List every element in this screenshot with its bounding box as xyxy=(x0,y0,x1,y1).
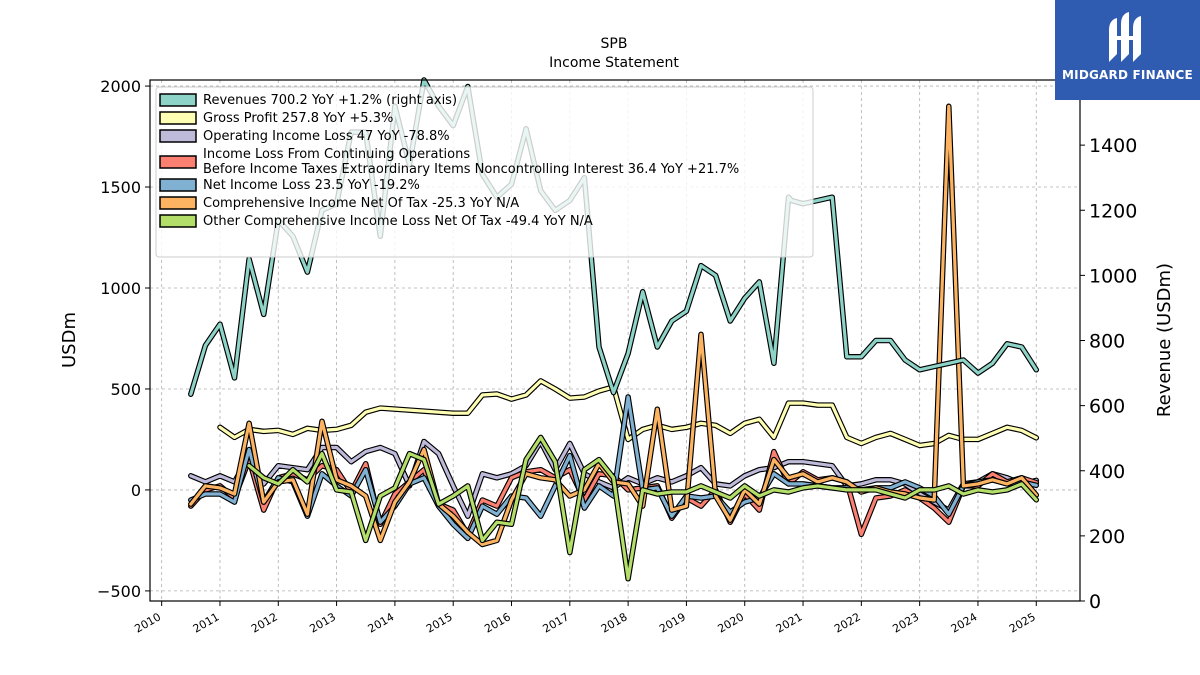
y-tick-label-left: 0 xyxy=(131,481,141,500)
y-tick-label-left: 2000 xyxy=(100,77,141,96)
brand-logo: MIDGARD FINANCE xyxy=(1055,0,1200,100)
y-tick-label-left: 1000 xyxy=(100,279,141,298)
y-tick-label-right: 1400 xyxy=(1089,135,1137,157)
legend-label-revenues: Revenues 700.2 YoY +1.2% (right axis) xyxy=(203,93,457,108)
series-line-other_comprehensive xyxy=(247,435,1038,581)
y-tick-label-left: −500 xyxy=(97,582,141,601)
legend-label-net_income: Net Income Loss 23.5 YoY -19.2% xyxy=(203,178,420,193)
y-axis-left: −500 0 500 1000 1500 2000 xyxy=(97,77,150,601)
y-axis-label-right: Revenue (USDm) xyxy=(1154,263,1175,417)
legend-swatch-operating_income xyxy=(159,129,197,143)
chart-subtitle: Income Statement xyxy=(549,55,679,71)
legend-swatch-gross_profit xyxy=(159,111,197,125)
y-tick-label-right: 600 xyxy=(1089,396,1125,418)
y-tick-label-right: 800 xyxy=(1089,331,1125,353)
legend-swatch-other_comprehensive xyxy=(159,214,197,228)
legend-label-pretax_income: Income Loss From Continuing Operations xyxy=(203,147,470,162)
chart-title: SPB xyxy=(601,36,628,52)
brand-name: MIDGARD FINANCE xyxy=(1062,68,1193,82)
y-tick-label-right: 1000 xyxy=(1089,265,1137,287)
legend-box xyxy=(155,86,814,258)
legend-swatch-comprehensive_income xyxy=(159,196,197,210)
series-lines xyxy=(188,77,1040,582)
y-tick-label-right: 400 xyxy=(1089,461,1125,483)
y-tick-label-right: 0 xyxy=(1089,591,1101,613)
legend-swatch-net_income xyxy=(159,178,197,192)
y-tick-label-left: 500 xyxy=(110,380,141,399)
legend-label-other_comprehensive: Other Comprehensive Income Loss Net Of T… xyxy=(203,214,593,229)
series-line-gross_profit xyxy=(218,379,1038,448)
legend-swatch-pretax_income xyxy=(159,155,197,169)
logo-mark-icon xyxy=(1109,12,1141,62)
y-tick-label-left: 1500 xyxy=(100,178,141,197)
legend-label-comprehensive_income: Comprehensive Income Net Of Tax -25.3 Yo… xyxy=(203,196,519,211)
y-axis-label-left: USDm xyxy=(59,312,80,368)
y-tick-label-right: 1200 xyxy=(1089,200,1137,222)
legend-label-gross_profit: Gross Profit 257.8 YoY +5.3% xyxy=(203,111,393,126)
legend-label-pretax_income: Before Income Taxes Extraordinary Items … xyxy=(203,162,739,177)
y-tick-label-right: 200 xyxy=(1089,526,1125,548)
legend-label-operating_income: Operating Income Loss 47 YoY -78.8% xyxy=(203,129,450,144)
legend: Revenues 700.2 YoY +1.2% (right axis) Gro… xyxy=(155,86,814,258)
legend-swatch-revenues xyxy=(159,93,197,107)
